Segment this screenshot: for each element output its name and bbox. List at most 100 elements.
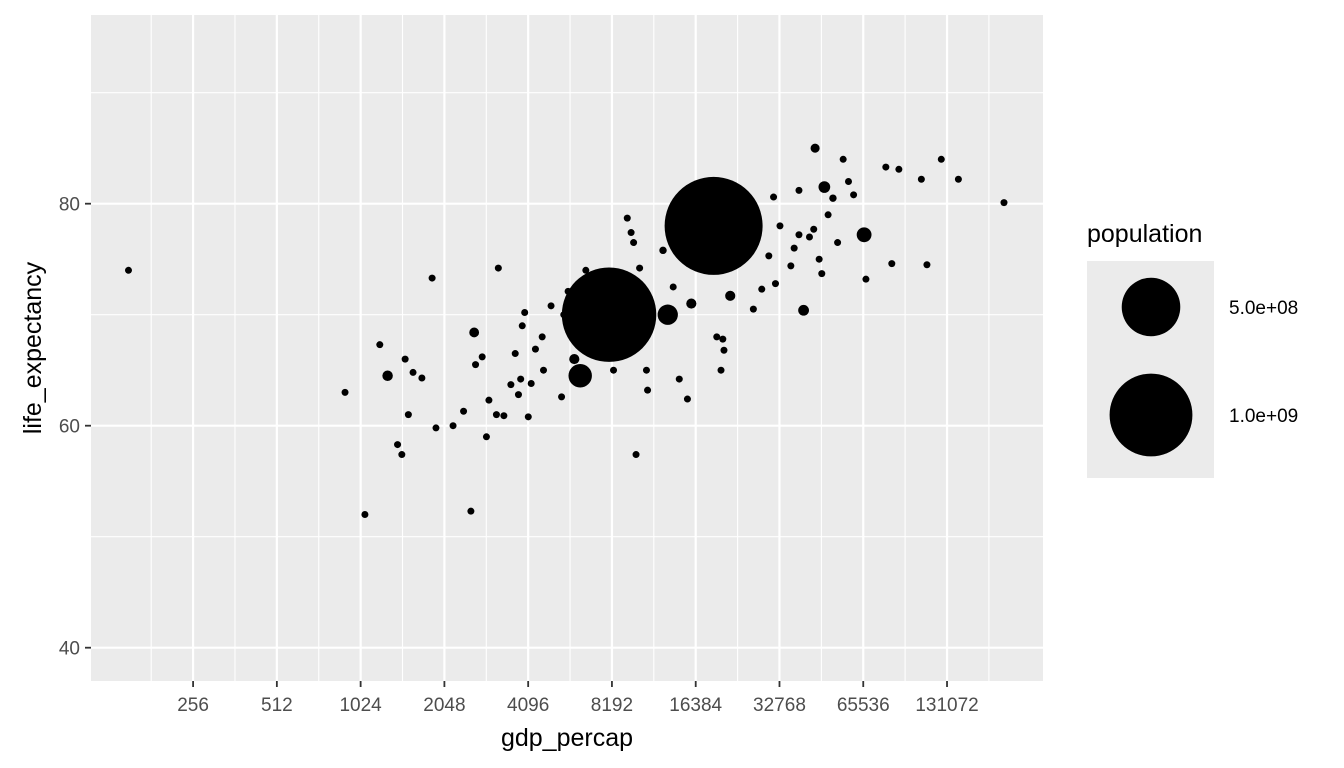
data-point [787,262,795,270]
data-point [882,163,890,171]
data-point [798,304,809,316]
legend: population 5.0e+08 1.0e+09 [1087,220,1298,478]
data-point [494,264,502,272]
x-tick-label: 1024 [339,695,382,716]
legend-label: 1.0e+09 [1229,406,1298,427]
data-point [719,335,727,343]
x-tick-label: 256 [177,695,209,716]
data-point [432,424,440,432]
y-tick-label: 40 [59,639,80,660]
data-point [856,227,872,243]
data-point [618,350,626,358]
data-point [587,299,599,312]
data-point [917,175,925,183]
x-tick-label: 512 [261,695,293,716]
y-tick-label: 80 [59,195,80,216]
data-point [485,396,493,404]
data-point [683,395,691,403]
data-point [1000,199,1008,207]
data-point [623,214,631,222]
data-point [720,346,728,354]
data-point [404,411,412,419]
data-point [686,298,697,309]
data-point [511,350,519,358]
x-tick-label: 16384 [669,695,722,716]
data-point [398,451,406,459]
data-point [569,354,580,365]
x-tick-label: 131072 [915,695,978,716]
data-point [923,261,931,269]
data-point [382,370,393,381]
data-point [610,366,618,374]
data-point [644,386,652,394]
data-point [810,143,820,153]
x-tick-label: 32768 [753,695,806,716]
data-point [937,155,945,163]
data-point [540,366,548,374]
data-point [418,374,426,382]
legend-title: population [1087,220,1202,248]
data-point [725,290,736,301]
data-point [561,267,657,362]
x-axis-title: gdp_percap [501,724,633,752]
legend-label: 5.0e+08 [1229,298,1298,319]
data-point [521,308,529,316]
data-point [675,375,683,383]
data-point [341,388,349,396]
data-point [844,178,852,185]
data-point [449,422,457,430]
data-point [467,507,475,515]
data-point [428,274,436,282]
data-point [669,283,677,291]
data-point [664,176,763,275]
data-point [472,361,480,369]
legend-key-circle [1109,373,1193,457]
data-point [850,191,858,199]
data-point [582,266,590,274]
data-point [482,433,490,441]
data-point [824,211,832,219]
data-point [713,333,721,341]
data-point [507,381,515,389]
data-point [790,244,798,252]
data-point [517,375,525,383]
data-point [795,231,803,239]
data-point [124,266,132,274]
data-point [888,260,896,268]
data-point [818,181,831,193]
data-point [560,311,568,319]
data-point [518,322,526,330]
data-point [630,239,638,247]
data-point [862,275,870,283]
x-tick-label: 8192 [591,695,633,716]
x-tick-label: 65536 [837,695,890,716]
legend-keys: 5.0e+08 1.0e+09 [1109,277,1298,457]
data-point [595,274,611,289]
data-point [805,233,813,241]
data-point [818,270,826,278]
data-point [795,186,803,194]
plot-panel [91,15,1043,681]
data-point [749,305,757,313]
data-point [954,175,962,183]
data-point [394,441,402,449]
data-point [829,194,837,202]
data-point [834,239,842,247]
data-points [124,143,1008,518]
data-point [636,264,644,272]
data-point [632,451,640,459]
x-tick-label: 4096 [507,695,549,716]
data-point [514,391,522,399]
data-point [895,165,903,173]
data-point [642,366,650,374]
data-point [401,355,409,363]
data-point [717,366,725,374]
data-point [758,285,766,293]
data-point [558,393,566,401]
data-point [478,353,486,361]
data-point [409,368,417,376]
data-point [547,302,555,310]
data-point [376,341,384,349]
data-point [492,411,500,419]
data-point [538,333,546,341]
